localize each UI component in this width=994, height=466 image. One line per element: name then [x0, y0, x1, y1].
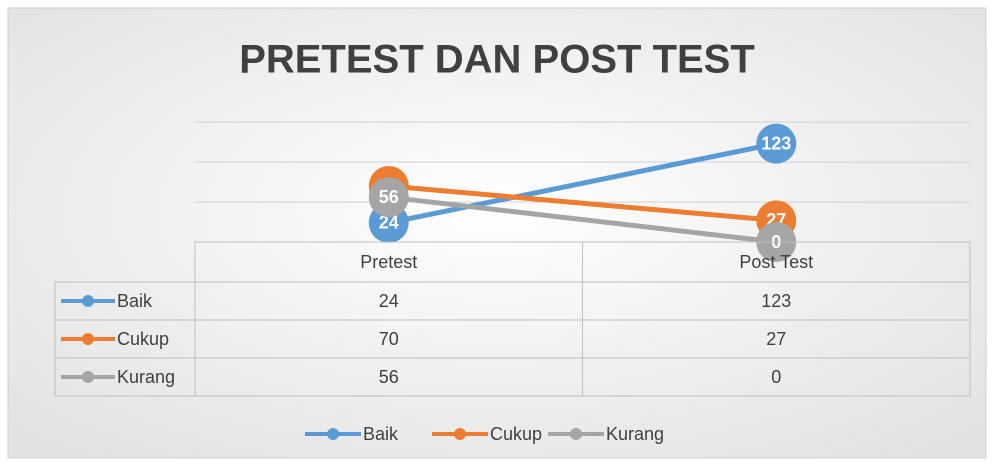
table-series-label: Baik [117, 291, 153, 311]
legend-label: Baik [363, 424, 399, 444]
series-line [386, 183, 779, 223]
table-value: 27 [766, 329, 786, 349]
chart-title: PRETEST DAN POST TEST [239, 38, 755, 82]
chart-area [7, 7, 987, 459]
series-line [386, 194, 779, 245]
table-series-label: Kurang [117, 367, 175, 387]
legend-key-marker [82, 333, 94, 345]
legend-key-marker [82, 295, 94, 307]
table-header-label: Pretest [360, 252, 417, 272]
legend-key-marker [570, 428, 582, 440]
table-value: 0 [771, 367, 781, 387]
data-label: 56 [379, 187, 399, 207]
data-point [368, 177, 409, 218]
table-value: 70 [379, 329, 399, 349]
legend-key-marker [454, 428, 466, 440]
table-value: 24 [379, 291, 399, 311]
legend-label: Kurang [606, 424, 664, 444]
data-point [756, 123, 797, 164]
table-value: 56 [379, 367, 399, 387]
legend-key-marker [82, 371, 94, 383]
table-value: 123 [761, 291, 791, 311]
table-series-label: Cukup [117, 329, 169, 349]
data-label: 123 [761, 133, 791, 153]
table-header-label: Post Test [739, 252, 813, 272]
data-label: 24 [379, 213, 399, 233]
legend-key-marker [327, 428, 339, 440]
series-line [386, 141, 779, 226]
table-row [54, 357, 971, 397]
legend-label: Cukup [490, 424, 542, 444]
